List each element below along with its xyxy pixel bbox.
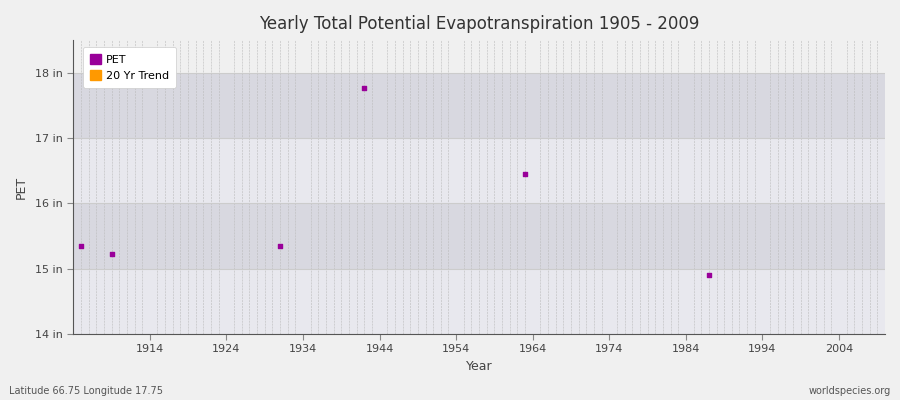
Point — [518, 171, 532, 177]
Bar — [73, 73, 885, 138]
Y-axis label: PET: PET — [15, 176, 28, 199]
Bar — [73, 203, 885, 269]
Point — [104, 251, 119, 258]
Legend: PET, 20 Yr Trend: PET, 20 Yr Trend — [83, 47, 176, 88]
Text: worldspecies.org: worldspecies.org — [809, 386, 891, 396]
Point — [74, 243, 88, 249]
Bar — [73, 269, 885, 334]
Bar — [73, 138, 885, 203]
Point — [273, 243, 287, 249]
Point — [702, 272, 716, 278]
Text: Latitude 66.75 Longitude 17.75: Latitude 66.75 Longitude 17.75 — [9, 386, 163, 396]
Title: Yearly Total Potential Evapotranspiration 1905 - 2009: Yearly Total Potential Evapotranspiratio… — [259, 15, 699, 33]
Point — [357, 85, 372, 92]
X-axis label: Year: Year — [466, 360, 492, 373]
